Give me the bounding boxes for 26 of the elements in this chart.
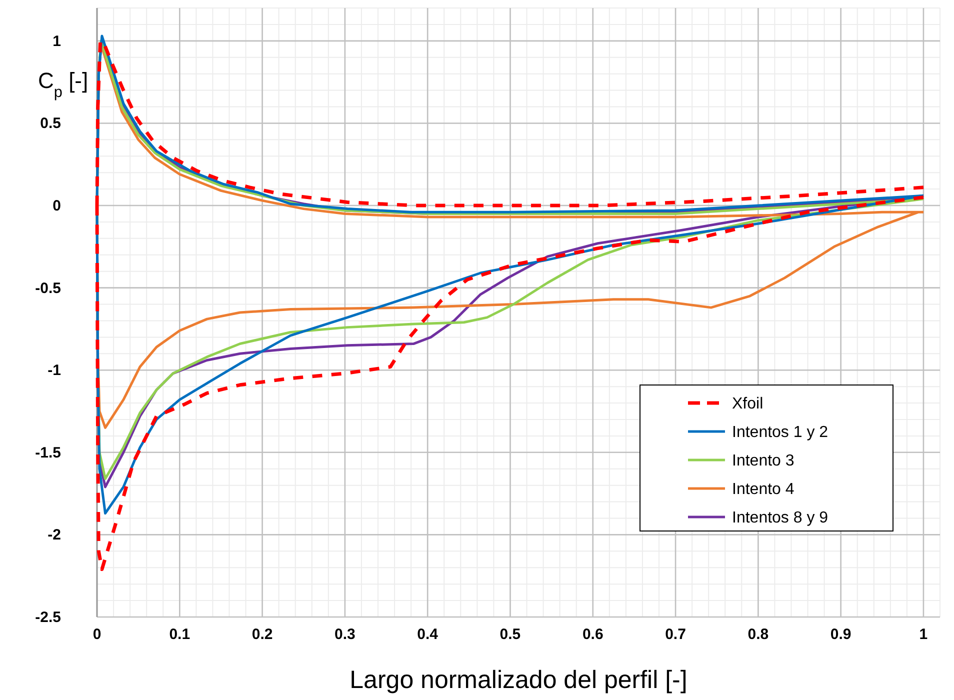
x-tick-label: 0.3 (334, 626, 356, 643)
legend-label: Intentos 1 y 2 (732, 424, 828, 441)
y-tick-label: 0 (52, 198, 61, 215)
y-tick-label: -1 (48, 362, 61, 380)
y-tick-label: -1.5 (35, 444, 61, 462)
legend-label: Intentos 8 y 9 (732, 510, 828, 526)
x-axis-title: Largo normalizado del perfil [-] (350, 666, 688, 694)
x-tick-label: 0.8 (748, 626, 769, 643)
x-tick-label: 0.9 (830, 626, 852, 643)
y-axis-title: C$_{p}$ [-] (38, 68, 88, 100)
x-tick-label: 1 (919, 626, 928, 643)
legend-label: Intento 4 (732, 481, 794, 498)
y-tick-label: -2 (48, 526, 61, 544)
x-tick-label: 0.4 (417, 626, 439, 643)
y-tick-label: -0.5 (35, 280, 61, 297)
x-tick-label: 0.2 (252, 626, 273, 643)
legend-label: Xfoil (732, 396, 764, 412)
y-tick-label: 1 (52, 32, 61, 50)
legend-label: Intento 3 (732, 452, 794, 470)
x-tick-label: 0.6 (582, 626, 604, 643)
x-tick-label: 0.7 (665, 626, 686, 643)
x-tick-label: 0 (92, 626, 102, 643)
y-tick-label: -2.5 (35, 609, 61, 626)
x-tick-label: 0.1 (169, 626, 190, 643)
x-tick-label: 0.5 (500, 626, 521, 643)
y-tick-label: 0.5 (40, 115, 61, 132)
